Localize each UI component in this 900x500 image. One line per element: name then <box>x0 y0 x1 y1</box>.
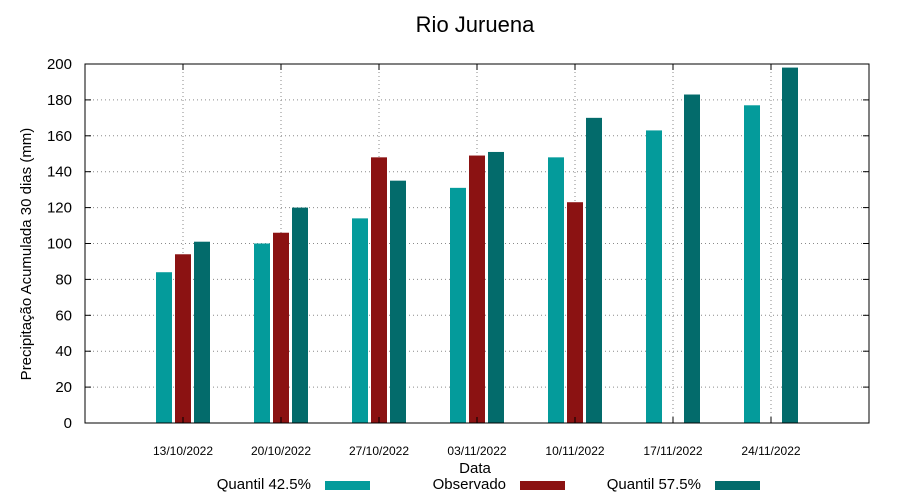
bar <box>646 130 662 424</box>
y-tick-label: 20 <box>55 379 72 396</box>
x-axis-ticks: 13/10/2022 20/10/2022 27/10/2022 03/11/2022… <box>153 64 801 458</box>
y-tick-label: 80 <box>55 271 72 288</box>
plot-frame <box>84 63 870 424</box>
y-tick-label: 60 <box>55 307 72 324</box>
y-tick-label: 180 <box>47 92 72 109</box>
bar <box>450 187 466 423</box>
x-tick-label: 24/11/2022 <box>741 444 800 458</box>
bar <box>194 241 210 423</box>
legend-label: Quantil 42.5% <box>217 476 311 493</box>
x-tick-label: 20/10/2022 <box>251 444 311 458</box>
y-tick-label: 200 <box>47 56 72 73</box>
bar <box>744 105 760 423</box>
legend-swatch <box>520 481 565 490</box>
x-tick-label: 13/10/2022 <box>153 444 213 458</box>
bar <box>469 155 485 424</box>
y-tick-label: 40 <box>55 343 72 360</box>
y-tick-label: 120 <box>47 200 72 217</box>
x-tick-label: 03/11/2022 <box>447 444 506 458</box>
bar <box>175 254 191 423</box>
bar <box>390 180 406 423</box>
bar <box>586 117 602 423</box>
y-tick-label: 100 <box>47 236 72 253</box>
bar <box>273 232 289 423</box>
bar <box>292 207 308 423</box>
x-axis-label: Data <box>459 460 491 477</box>
y-tick-label: 140 <box>47 164 72 181</box>
bar <box>782 67 798 423</box>
legend: Quantil 42.5% Observado Quantil 57.5% <box>217 476 760 493</box>
legend-swatch <box>715 481 760 490</box>
y-tick-label: 0 <box>64 415 72 432</box>
bar <box>548 157 564 423</box>
y-tick-label: 160 <box>47 128 72 145</box>
x-tick-label: 10/11/2022 <box>545 444 604 458</box>
bar <box>254 243 270 423</box>
bar <box>684 94 700 423</box>
bar <box>156 272 172 423</box>
x-tick-label: 27/10/2022 <box>349 444 409 458</box>
bar <box>352 218 368 423</box>
bar <box>371 157 387 423</box>
bars <box>156 67 798 424</box>
chart-title: Rio Juruena <box>416 12 535 37</box>
legend-swatch <box>325 481 370 490</box>
x-tick-label: 17/11/2022 <box>643 444 702 458</box>
legend-label: Observado <box>433 476 506 493</box>
bar <box>567 202 583 423</box>
legend-label: Quantil 57.5% <box>607 476 701 493</box>
y-axis-ticks: 0 20 40 60 80 100 120 140 160 180 200 <box>47 56 869 432</box>
bar <box>488 151 504 423</box>
y-axis-label: Precipitação Acumulada 30 dias (mm) <box>18 128 35 381</box>
